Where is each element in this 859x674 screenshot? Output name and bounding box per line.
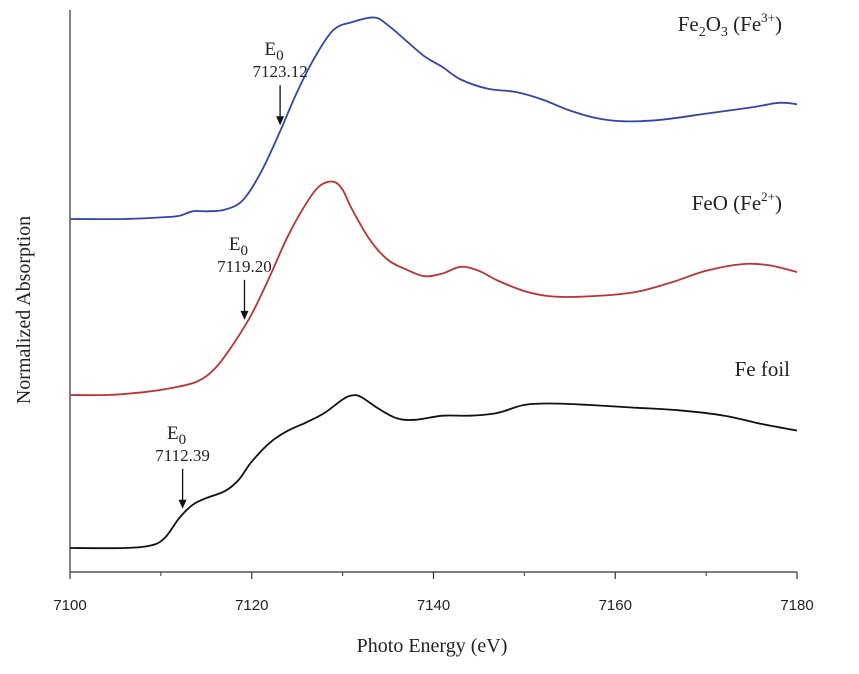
series-label-1: FeO (Fe2+) xyxy=(692,189,782,215)
series-label-superscript: 3+ xyxy=(761,10,775,25)
series-label-2: Fe foil xyxy=(735,357,791,381)
series-label-text: FeO xyxy=(692,191,728,215)
e0-subscript: 0 xyxy=(241,243,249,259)
series-line-0 xyxy=(69,16,798,221)
e0-arrowhead xyxy=(276,116,285,126)
x-tick-label: 7100 xyxy=(53,597,86,614)
e0-value-label: 7112.39 xyxy=(155,446,210,465)
e0-symbol: E xyxy=(229,234,241,255)
x-axis-title: Photo Energy (eV) xyxy=(357,635,508,657)
e0-symbol: E xyxy=(167,423,179,444)
x-tick-label: 7180 xyxy=(780,597,813,614)
y-axis-title: Normalized Absorption xyxy=(13,216,35,404)
e0-value-label: 7123.12 xyxy=(252,62,307,81)
series-label-text: ) xyxy=(775,12,782,36)
e0-symbol-label: E0 xyxy=(265,39,284,64)
series-label-superscript: 2+ xyxy=(761,189,775,204)
series-label-text: Fe xyxy=(678,12,699,36)
e0-symbol-label: E0 xyxy=(229,234,248,259)
series-label-text: Fe foil xyxy=(735,357,791,381)
e0-subscript: 0 xyxy=(276,48,284,64)
x-tick-label: 7160 xyxy=(599,597,632,614)
series-line-2 xyxy=(69,394,798,550)
e0-symbol-label: E0 xyxy=(167,423,186,448)
axes: 7100 7120 7140 7160 7180 xyxy=(53,10,814,614)
series-labels: Fe2O3 (Fe3+)FeO (Fe2+)Fe foil xyxy=(678,10,790,381)
series-label-0: Fe2O3 (Fe3+) xyxy=(678,10,782,40)
series-label-text: (Fe xyxy=(728,191,761,215)
series-label-subscript: 3 xyxy=(721,25,728,40)
x-tick-label: 7120 xyxy=(235,597,268,614)
e0-value-label: 7119.20 xyxy=(217,257,272,276)
e0-arrowhead xyxy=(240,310,249,320)
series-line-1 xyxy=(69,180,798,397)
series-label-text: O xyxy=(706,12,721,36)
series-label-text: ) xyxy=(775,191,782,215)
series-group xyxy=(69,16,798,550)
e0-subscript: 0 xyxy=(179,432,187,448)
e0-arrowhead xyxy=(178,499,187,509)
x-tick-label: 7140 xyxy=(417,597,450,614)
series-label-subscript: 2 xyxy=(699,25,706,40)
series-label-text: (Fe xyxy=(728,12,761,36)
e0-symbol: E xyxy=(265,39,277,60)
